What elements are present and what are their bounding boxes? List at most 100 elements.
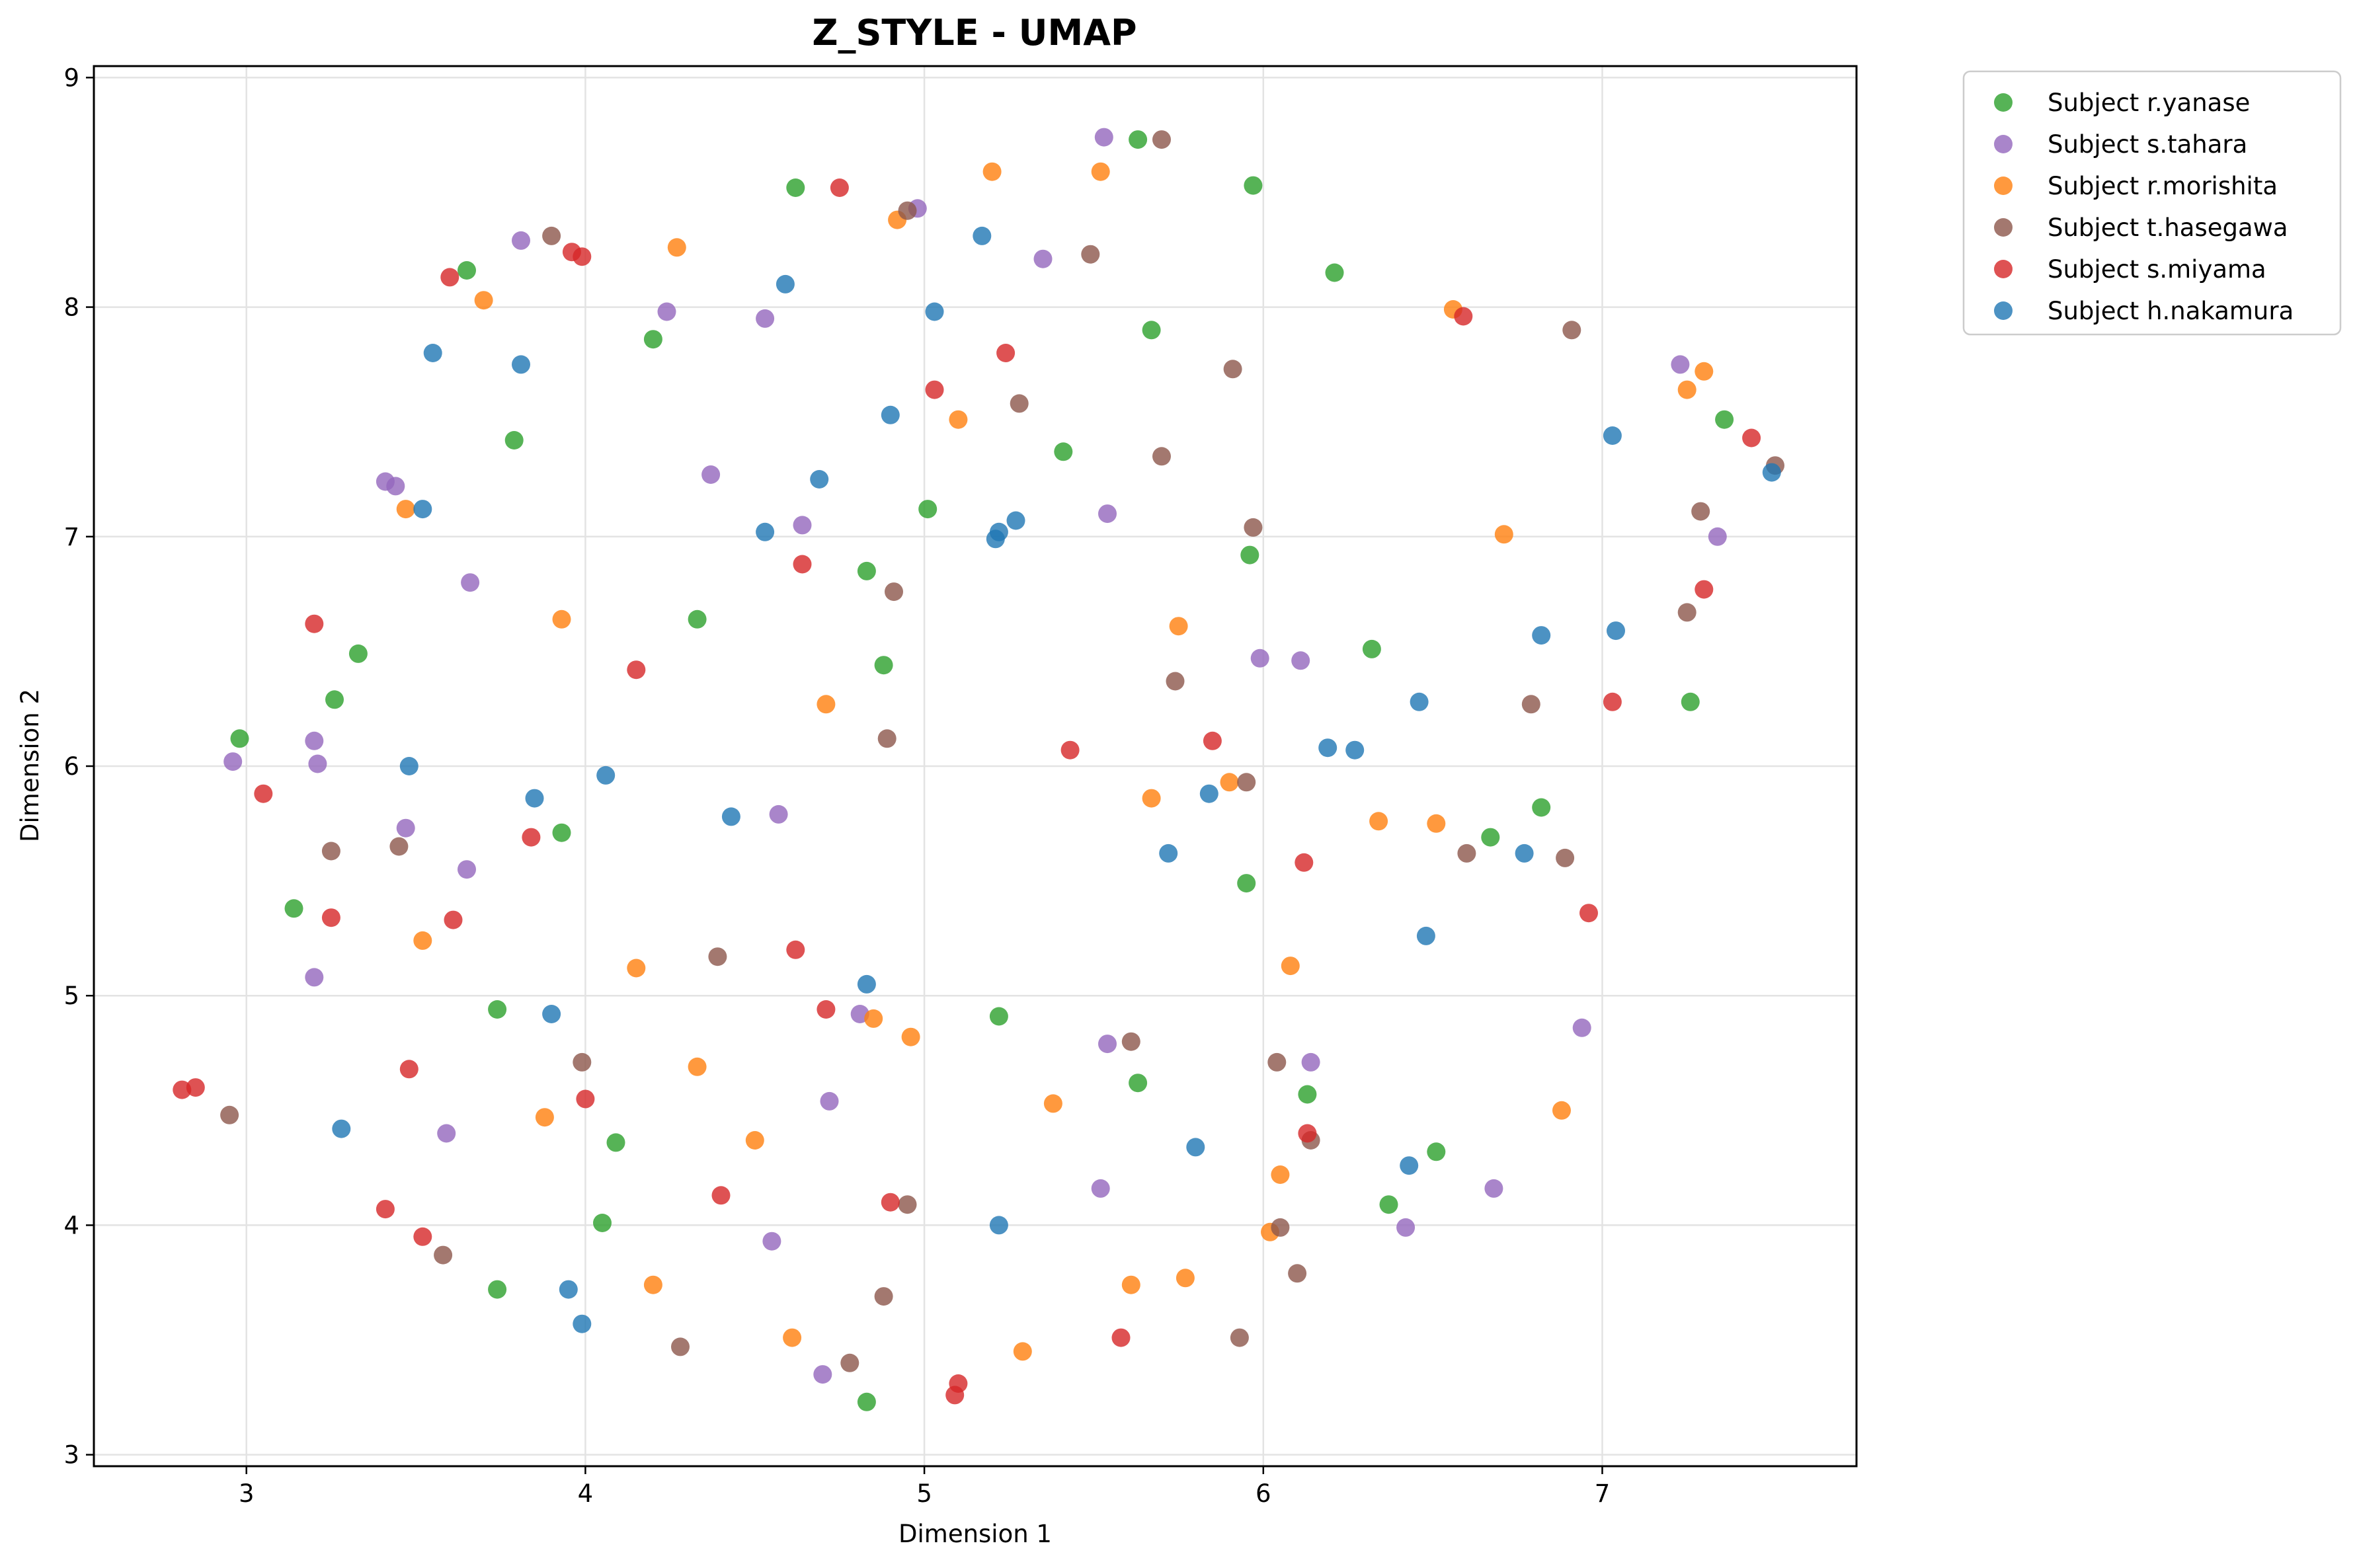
legend-label: Subject r.yanase bbox=[2048, 89, 2250, 117]
data-point bbox=[1318, 738, 1337, 758]
data-point bbox=[321, 908, 340, 927]
data-point bbox=[573, 1052, 592, 1072]
data-point bbox=[1281, 957, 1300, 976]
data-point bbox=[986, 529, 1005, 549]
data-point bbox=[525, 789, 544, 808]
data-point bbox=[1396, 1218, 1416, 1237]
data-point bbox=[1006, 511, 1025, 530]
data-point bbox=[512, 355, 530, 374]
data-point bbox=[399, 757, 419, 775]
data-point bbox=[643, 330, 662, 349]
legend-marker bbox=[1994, 218, 2013, 237]
data-point bbox=[606, 1133, 625, 1152]
data-point bbox=[1081, 245, 1100, 264]
data-point bbox=[671, 1337, 690, 1356]
data-point bbox=[576, 1089, 595, 1109]
x-tick-label: 3 bbox=[239, 1479, 255, 1508]
data-point bbox=[1671, 355, 1690, 374]
data-point bbox=[1060, 740, 1080, 760]
data-point bbox=[305, 614, 324, 633]
data-point bbox=[593, 1214, 612, 1232]
data-point bbox=[1142, 789, 1161, 808]
data-point bbox=[1169, 617, 1188, 636]
data-point bbox=[901, 1027, 920, 1046]
data-point bbox=[1013, 1342, 1032, 1361]
data-point bbox=[1230, 1328, 1249, 1347]
data-point bbox=[793, 555, 812, 574]
data-point bbox=[989, 1007, 1008, 1026]
data-point bbox=[1362, 639, 1381, 658]
data-point bbox=[1494, 525, 1513, 544]
chart-title: Z_STYLE - UMAP bbox=[812, 12, 1137, 54]
legend-marker bbox=[1994, 260, 2013, 278]
data-point bbox=[1129, 130, 1148, 149]
data-point bbox=[1237, 773, 1256, 792]
data-point bbox=[874, 1287, 893, 1306]
data-point bbox=[745, 1131, 764, 1150]
data-point bbox=[1603, 426, 1622, 445]
y-tick-label: 3 bbox=[63, 1441, 79, 1470]
data-point bbox=[542, 1005, 561, 1023]
data-point bbox=[1091, 162, 1110, 181]
data-point bbox=[1681, 692, 1700, 711]
data-point bbox=[1369, 812, 1388, 831]
data-point bbox=[1244, 518, 1263, 537]
data-point bbox=[918, 500, 938, 519]
y-tick-label: 9 bbox=[63, 63, 79, 92]
data-point bbox=[440, 268, 459, 287]
data-point bbox=[1708, 527, 1727, 546]
data-point bbox=[898, 1195, 917, 1214]
data-point bbox=[1129, 1074, 1148, 1093]
data-point bbox=[1298, 1124, 1317, 1143]
data-point bbox=[573, 247, 592, 266]
data-point bbox=[522, 828, 541, 847]
data-point bbox=[1603, 692, 1622, 711]
data-point bbox=[1552, 1101, 1571, 1120]
data-point bbox=[559, 1280, 578, 1299]
legend-marker bbox=[1994, 135, 2013, 153]
data-point bbox=[949, 410, 968, 429]
data-point bbox=[925, 380, 944, 399]
data-point bbox=[1271, 1218, 1290, 1237]
data-point bbox=[1094, 128, 1113, 147]
data-point bbox=[444, 910, 463, 929]
legend-marker bbox=[1994, 176, 2013, 195]
x-tick-label: 6 bbox=[1256, 1479, 1271, 1508]
data-point bbox=[643, 1275, 662, 1294]
data-point bbox=[1298, 1085, 1317, 1104]
data-point bbox=[1244, 176, 1263, 195]
data-point bbox=[1427, 1142, 1446, 1161]
data-point bbox=[1677, 603, 1696, 622]
data-point bbox=[989, 1216, 1008, 1235]
data-point bbox=[325, 690, 344, 709]
data-point bbox=[1695, 580, 1714, 599]
data-point bbox=[820, 1091, 839, 1111]
legend: Subject r.yanase Subject s.tahara Subject … bbox=[1962, 70, 2342, 336]
data-point bbox=[857, 561, 876, 580]
data-point bbox=[1159, 843, 1178, 863]
data-point bbox=[1532, 798, 1551, 817]
data-point bbox=[762, 1232, 781, 1251]
data-point bbox=[1695, 362, 1714, 381]
data-point bbox=[881, 405, 900, 424]
data-point bbox=[1556, 848, 1575, 867]
data-point bbox=[973, 226, 992, 245]
data-point bbox=[535, 1108, 554, 1127]
data-point bbox=[1091, 1179, 1110, 1198]
data-point bbox=[945, 1386, 965, 1405]
data-point bbox=[458, 261, 476, 280]
data-points bbox=[173, 128, 1784, 1411]
data-point bbox=[830, 178, 849, 197]
data-point bbox=[1199, 784, 1218, 803]
data-point bbox=[1295, 853, 1314, 872]
legend-marker bbox=[1994, 93, 2013, 112]
data-point bbox=[1043, 1094, 1062, 1113]
data-point bbox=[1098, 1035, 1117, 1054]
data-point bbox=[1054, 442, 1073, 461]
data-point bbox=[721, 807, 740, 826]
data-point bbox=[657, 302, 676, 321]
data-point bbox=[885, 582, 903, 602]
data-point bbox=[461, 573, 480, 592]
data-point bbox=[396, 500, 415, 519]
data-point bbox=[474, 291, 493, 310]
